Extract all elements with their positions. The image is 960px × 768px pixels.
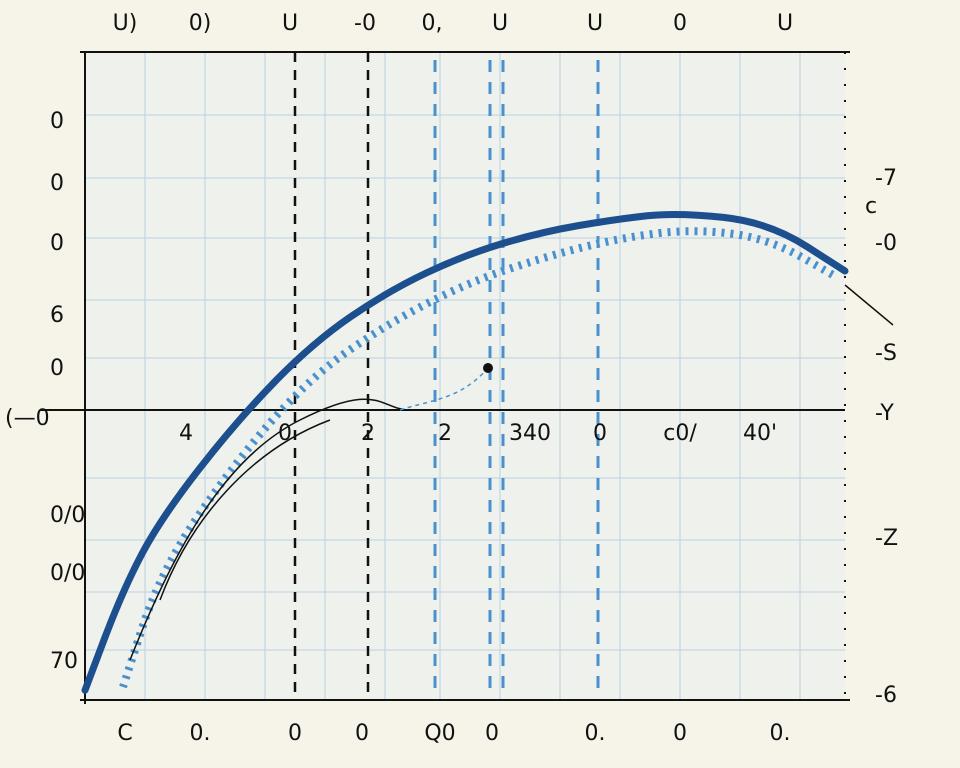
right-tick-label: -7 (875, 166, 897, 191)
marker-point (483, 363, 493, 373)
axes (40, 51, 850, 704)
bottom-tick-label: 0 (355, 721, 369, 746)
x-axis-label: 0 (278, 421, 292, 446)
series-dotted-line (119, 227, 840, 689)
left-tick-label: 0 (50, 109, 64, 134)
annotation-arrows (129, 284, 894, 661)
reference-lines (293, 52, 600, 700)
top-tick-label: 0, (422, 11, 443, 36)
arrow-1 (129, 398, 411, 661)
arrow-3 (844, 284, 894, 326)
left-tick-label: 0 (50, 231, 64, 256)
arrow-2 (159, 419, 331, 601)
top-tick-label: U (777, 11, 793, 36)
top-tick-label: U (587, 11, 603, 36)
bottom-tick-label: 0 (673, 721, 687, 746)
x-axis-label: 40' (743, 421, 777, 446)
right-tick-label: -Y (875, 401, 894, 426)
x-axis-label: 2 (438, 421, 452, 446)
x-axis-label: 0 (593, 421, 607, 446)
left-tick-label: 6 (50, 303, 64, 328)
left-tick-label: 0/0 (50, 503, 85, 528)
top-tick-label: U (492, 11, 508, 36)
top-tick-label: U) (113, 11, 138, 36)
left-tick-label: 0 (50, 171, 64, 196)
top-tick-label: -0 (354, 11, 376, 36)
left-tick-label: (—0 (5, 406, 50, 431)
right-tick-label: -Z (875, 526, 898, 551)
bottom-tick-label: 0 (288, 721, 302, 746)
top-tick-label: U (282, 11, 298, 36)
plot-area (85, 52, 845, 700)
right-tick-label: -S (875, 341, 897, 366)
x-axis-label: 340 (509, 421, 551, 446)
top-tick-label: 0) (189, 11, 212, 36)
right-tick-label: c (865, 194, 877, 219)
right-tick-label: -6 (875, 683, 897, 708)
grid (85, 52, 845, 700)
x-axis-label: c0/ (663, 421, 697, 446)
left-tick-label: 70 (50, 649, 78, 674)
x-axis-label: 4 (179, 421, 193, 446)
left-tick-label: 0/0 (50, 561, 85, 586)
dashed-connector (399, 367, 489, 411)
bottom-tick-label: 0. (770, 721, 791, 746)
left-tick-label: 0 (50, 356, 64, 381)
bottom-tick-label: 0. (585, 721, 606, 746)
bottom-tick-label: 0 (485, 721, 499, 746)
top-tick-label: 0 (673, 11, 687, 36)
bottom-tick-label: Q0 (424, 721, 455, 746)
tick-labels: U) 0) U -0 0, U U 0 U00060(—00/00/070-7c-0-S-Y-Z… (5, 11, 898, 746)
right-tick-label: -0 (875, 231, 897, 256)
x-axis-label: 2 (361, 421, 375, 446)
bottom-tick-label: 0. (190, 721, 211, 746)
series-solid-line (81, 210, 849, 694)
bottom-tick-label: C (117, 721, 132, 746)
series-group (81, 210, 849, 694)
